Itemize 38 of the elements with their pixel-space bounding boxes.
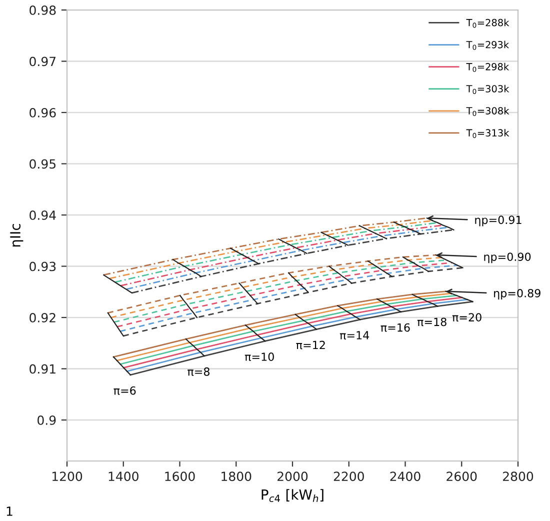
legend-label: T$_{0}$=298k [466, 62, 510, 72]
annotation: ηp=0.91 [475, 216, 522, 226]
annotation: π=8 [188, 367, 210, 376]
annotation: π=18 [417, 318, 446, 326]
y-axis-title: ηIIc [10, 224, 24, 247]
y-tick-label: 0.95 [30, 159, 56, 169]
annotation: π=14 [340, 331, 370, 340]
annotation: π=10 [244, 352, 274, 362]
x-tick-label: 2800 [503, 472, 534, 482]
y-tick-label: 0.97 [30, 56, 56, 66]
x-tick-label: 1200 [52, 472, 82, 482]
y-tick-label: 0.92 [30, 312, 56, 322]
y-tick-label: 0.94 [30, 210, 56, 220]
x-tick-label: 2200 [334, 472, 364, 482]
legend-label: T$_{0}$=313k [466, 128, 510, 138]
y-tick-label: 0.9 [38, 415, 56, 425]
x-tick-label: 2400 [390, 472, 420, 482]
annotation: π=20 [452, 313, 482, 322]
legend-label: T$_{0}$=288k [466, 18, 510, 28]
annotation: π=12 [296, 340, 325, 350]
x-tick-label: 1400 [108, 472, 138, 482]
x-tick-label: 1800 [222, 472, 252, 482]
annotation: π=6 [114, 386, 136, 395]
y-tick-label: 0.93 [30, 262, 56, 272]
legend-label: T$_{0}$=308k [466, 106, 510, 116]
legend-label: T$_{0}$=303k [466, 84, 510, 94]
annotation: ηp=0.90 [484, 252, 531, 264]
annotation: ηp=0.89 [494, 288, 540, 300]
text: 1 [6, 506, 12, 516]
annotation: π=16 [380, 323, 410, 332]
y-tick-label: 0.91 [30, 364, 56, 374]
x-tick-label: 2600 [446, 472, 477, 482]
legend-label: T$_{0}$=293k [466, 40, 510, 50]
x-tick-label: 1600 [165, 472, 195, 482]
y-tick-label: 0.96 [30, 108, 56, 118]
x-tick-label: 2000 [278, 472, 308, 482]
x-axis-title: P$_{c4}$ [kW$_{h}$] [262, 489, 324, 502]
y-tick-label: 0.98 [30, 5, 56, 15]
